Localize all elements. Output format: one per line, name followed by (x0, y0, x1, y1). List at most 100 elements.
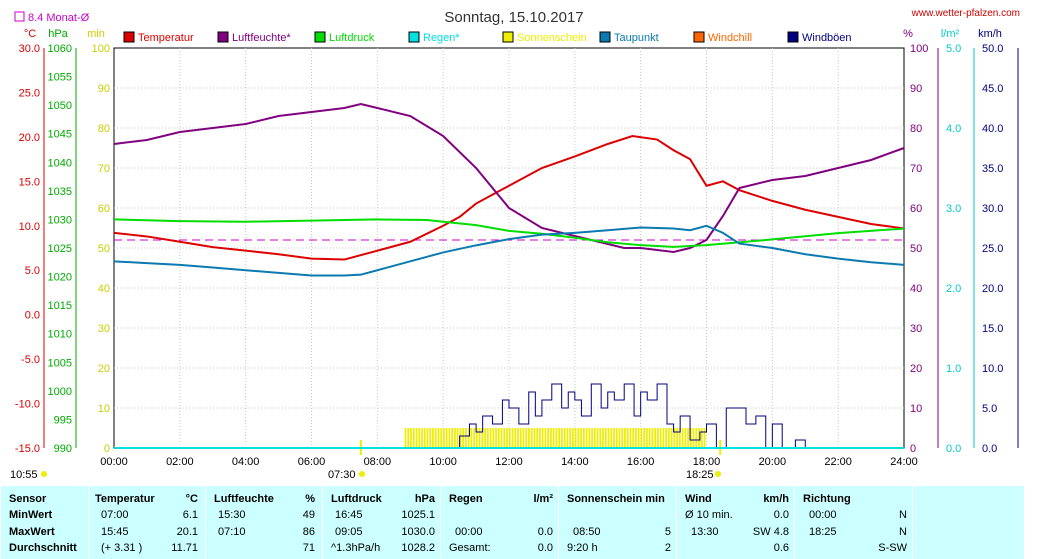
sunshine-bar (681, 428, 684, 448)
humidity-tick-label: 70 (910, 163, 922, 175)
sunshine-bar (689, 428, 692, 448)
rain-tick-label: 0.0 (946, 443, 961, 455)
sunshine-bar (440, 428, 443, 448)
wind-max-time: 13:30 (691, 526, 719, 538)
press-min-time: 16:45 (335, 509, 363, 521)
legend-swatch (787, 31, 799, 43)
pressure-tick-label: 1045 (48, 129, 72, 141)
x-tick-label: 14:00 (561, 456, 589, 468)
sunshine-bar (486, 428, 489, 448)
x-tick-label: 22:00 (824, 456, 852, 468)
sunshine-bar (552, 428, 555, 448)
pressure-tick-label: 1015 (48, 300, 72, 312)
sunshine-bar (624, 428, 626, 448)
temp-max-val: 20.1 (176, 526, 198, 538)
wind-header: Wind (685, 493, 712, 505)
legend-swatch (217, 31, 229, 43)
legend-swatch (123, 31, 135, 43)
sunshine-bar (489, 428, 492, 448)
wind-tick-label: 0.0 (982, 443, 997, 455)
x-tick-label: 00:00 (100, 456, 128, 468)
x-tick-label: 02:00 (166, 456, 194, 468)
legend-label: Luftdruck (329, 32, 375, 44)
sunshine-bar (582, 428, 585, 448)
sunshine-bar (434, 428, 437, 448)
temp-tick-label: 0.0 (25, 310, 40, 322)
sunshine-bar (454, 428, 456, 448)
col-rain: Regen l/m² 00:00 0.0 Gesamt: 0.0 (440, 486, 559, 559)
sun-tick-label: 90 (98, 83, 110, 95)
sunshine-bar (404, 428, 407, 448)
sunset-label: 18:25 (686, 469, 714, 481)
hum-header: Luftfeuchte (214, 493, 274, 505)
humidity-tick-label: 90 (910, 83, 922, 95)
sensor-header: Sensor (9, 493, 47, 505)
sunshine-bar (703, 428, 706, 448)
sunshine-bar (544, 428, 547, 448)
rain-unit-label: l/m² (941, 28, 960, 40)
temp-tick-label: 15.0 (19, 176, 40, 188)
day-length-label: 10:55 (10, 469, 38, 481)
sunshine-bar (635, 428, 637, 448)
series-line-windben (443, 383, 904, 449)
pressure-tick-label: 1035 (48, 186, 72, 198)
temp-tick-label: -15.0 (15, 443, 40, 455)
humidity-tick-label: 100 (910, 43, 928, 55)
dir-header: Richtung (803, 493, 851, 505)
temp-min-val: 6.1 (182, 509, 198, 521)
press-header: Luftdruck (331, 493, 382, 505)
hum-max-time: 07:10 (218, 526, 246, 538)
sun-tick-label: 100 (92, 43, 110, 55)
col-sun: Sonnenschein min 08:50 5 9:20 h 2 (558, 486, 677, 559)
summary-table: Sensor MinWert MaxWert Durchschnitt Temp… (0, 486, 1024, 559)
sunshine-bar (651, 428, 654, 448)
humidity-tick-label: 40 (910, 283, 922, 295)
sunshine-bar (670, 428, 673, 448)
site-link[interactable]: www.wetter-pfalzen.com (911, 8, 1020, 19)
sunshine-bar (602, 428, 604, 448)
humidity-tick-label: 50 (910, 243, 922, 255)
sunshine-bar (555, 428, 558, 448)
sunshine-bar (407, 428, 410, 448)
pressure-tick-label: 1060 (48, 43, 72, 55)
x-tick-label: 10:00 (429, 456, 457, 468)
legend-label: Temperatur (138, 32, 194, 44)
pressure-tick-label: 995 (54, 414, 72, 426)
hum-max-val: 86 (302, 526, 315, 538)
sunshine-bars (404, 428, 706, 448)
wind-tick-label: 20.0 (982, 283, 1003, 295)
row-label-avg: Durchschnitt (9, 542, 77, 554)
sunshine-bar (421, 428, 423, 448)
sunshine-bar (569, 428, 571, 448)
rain-max-val: 0.0 (537, 526, 553, 538)
sun-tick-label: 60 (98, 203, 110, 215)
hum-avg-val: 71 (302, 542, 315, 554)
temp-tick-label: 20.0 (19, 132, 40, 144)
rain-header: Regen (449, 493, 483, 505)
sun-tick-label: 0 (104, 443, 110, 455)
legend-label: Windchill (708, 32, 752, 44)
sunshine-bar (665, 428, 667, 448)
chart-title: Sonntag, 15.10.2017 (444, 9, 583, 26)
sunshine-bar (577, 428, 580, 448)
series-line-taupunkt (113, 224, 905, 277)
temp-tick-label: 10.0 (19, 221, 40, 233)
humidity-tick-label: 10 (910, 403, 922, 415)
pressure-tick-label: 1040 (48, 157, 72, 169)
sunshine-bar (698, 428, 700, 448)
series-line-temperatur (113, 134, 905, 261)
rain-tick-label: 5.0 (946, 43, 961, 55)
sun-max-time: 08:50 (573, 526, 601, 538)
sunshine-bar (481, 428, 484, 448)
wind-tick-label: 15.0 (982, 323, 1003, 335)
temp-tick-label: -10.0 (15, 399, 40, 411)
col-temp: Temperatur °C 07:00 6.1 15:45 20.1 (+ 3.… (88, 486, 206, 559)
sun-tick-label: 30 (98, 323, 110, 335)
hum-min-val: 49 (302, 509, 315, 521)
sunshine-bar (530, 428, 533, 448)
sunshine-bar (465, 428, 467, 448)
month-avg-icon (14, 11, 25, 22)
hum-unit: % (305, 493, 315, 505)
row-label-min: MinWert (9, 509, 53, 521)
pressure-tick-label: 1000 (48, 386, 72, 398)
